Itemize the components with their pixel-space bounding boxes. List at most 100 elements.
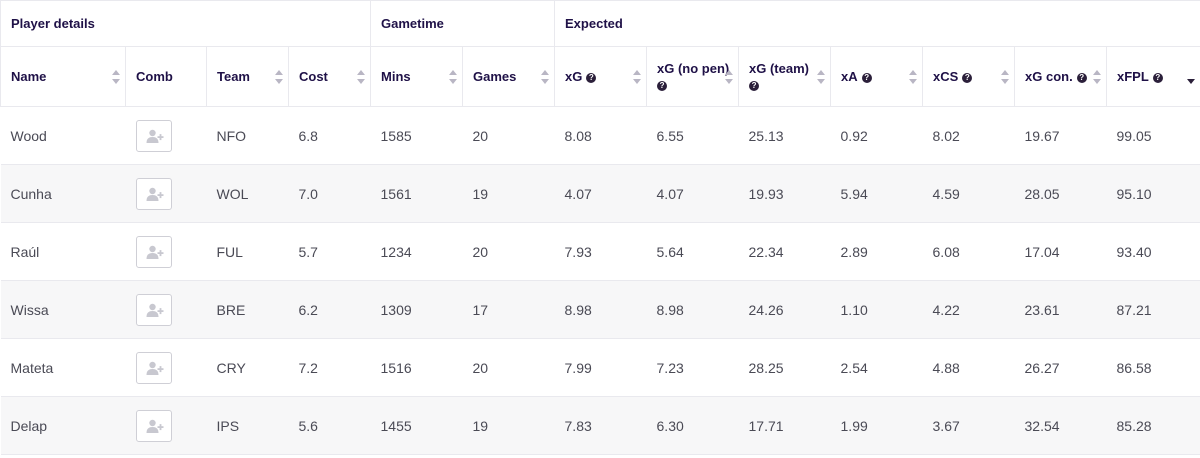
question-icon[interactable]: ? (586, 72, 597, 83)
xfpl: 86.58 (1106, 338, 1200, 397)
column-header-team[interactable]: Team (206, 46, 289, 107)
column-label: Mins (381, 69, 411, 84)
table-row[interactable]: Raúl FUL 5.7 1234 20 7.93 5.64 22.34 2.8… (0, 222, 1200, 281)
xa: 2.54 (830, 338, 923, 397)
xfpl: 85.28 (1106, 396, 1200, 455)
column-label: xA (841, 69, 858, 84)
column-header-xg-con[interactable]: xG con.? (1014, 46, 1108, 107)
player-name[interactable]: Wood (0, 106, 126, 165)
column-header-name[interactable]: Name (0, 46, 126, 107)
sort-icon[interactable] (909, 69, 918, 84)
column-label: Games (473, 69, 517, 84)
xg-no-pen: 5.64 (646, 222, 739, 281)
column-label: Cost (299, 69, 328, 84)
table-row[interactable]: Wissa BRE 6.2 1309 17 8.98 8.98 24.26 1.… (0, 280, 1200, 339)
column-header-xg[interactable]: xG? (554, 46, 648, 107)
sort-icon[interactable] (1187, 70, 1196, 84)
games: 20 (462, 222, 555, 281)
xg-con: 19.67 (1014, 106, 1107, 165)
sort-icon[interactable] (817, 69, 826, 84)
column-header-xg-no-pen[interactable]: xG (no pen)? (646, 46, 740, 107)
comb-cell (125, 396, 207, 455)
cost: 7.0 (288, 164, 371, 223)
table-row[interactable]: Cunha WOL 7.0 1561 19 4.07 4.07 19.93 5.… (0, 164, 1200, 223)
xg: 7.93 (554, 222, 647, 281)
column-label: xG (no pen) (657, 60, 730, 76)
sort-icon[interactable] (112, 69, 120, 84)
xg-con: 32.54 (1014, 396, 1107, 455)
sort-icon[interactable] (449, 69, 458, 84)
xfpl: 93.40 (1106, 222, 1200, 281)
comb-cell (125, 280, 207, 339)
mins: 1561 (370, 164, 463, 223)
add-user-icon (146, 129, 163, 143)
column-header-mins[interactable]: Mins (370, 46, 464, 107)
sort-icon[interactable] (725, 69, 734, 84)
xa: 1.10 (830, 280, 923, 339)
add-to-comb-button[interactable] (135, 235, 172, 268)
column-header-row: Name Comb Team Cost Mins Games xG? xG (n… (0, 46, 1200, 107)
team: IPS (206, 396, 289, 455)
column-header-xa[interactable]: xA? (830, 46, 924, 107)
add-to-comb-button[interactable] (135, 293, 172, 326)
xa: 2.89 (830, 222, 923, 281)
mins: 1585 (370, 106, 463, 165)
xg-team: 19.93 (738, 164, 831, 223)
xg-team: 24.26 (738, 280, 831, 339)
xfpl: 87.21 (1106, 280, 1200, 339)
player-name[interactable]: Wissa (0, 280, 126, 339)
games: 19 (462, 164, 555, 223)
xcs: 4.22 (922, 280, 1015, 339)
table-body: Wood NFO 6.8 1585 20 8.08 6.55 25.13 0.9… (0, 106, 1200, 455)
add-user-icon (146, 187, 163, 201)
sort-icon[interactable] (633, 69, 642, 84)
sort-icon[interactable] (1093, 69, 1102, 84)
cost: 5.6 (288, 396, 371, 455)
column-label: xG (team) (749, 60, 809, 76)
xcs: 4.59 (922, 164, 1015, 223)
add-to-comb-button[interactable] (135, 119, 172, 152)
table-row[interactable]: Wood NFO 6.8 1585 20 8.08 6.55 25.13 0.9… (0, 106, 1200, 165)
sort-icon[interactable] (275, 69, 283, 84)
question-icon[interactable]: ? (749, 81, 760, 92)
xcs: 4.88 (922, 338, 1015, 397)
column-header-xcs[interactable]: xCS? (922, 46, 1016, 107)
column-label: Comb (136, 69, 173, 84)
sort-icon[interactable] (541, 69, 550, 84)
column-header-xg-team[interactable]: xG (team)? (738, 46, 832, 107)
xg: 7.83 (554, 396, 647, 455)
add-to-comb-button[interactable] (135, 409, 172, 442)
player-name[interactable]: Delap (0, 396, 126, 455)
add-to-comb-button[interactable] (135, 351, 172, 384)
xa: 5.94 (830, 164, 923, 223)
mins: 1455 (370, 396, 463, 455)
table-row[interactable]: Delap IPS 5.6 1455 19 7.83 6.30 17.71 1.… (0, 396, 1200, 455)
team: WOL (206, 164, 289, 223)
player-name[interactable]: Cunha (0, 164, 126, 223)
question-icon[interactable]: ? (861, 72, 872, 83)
add-user-icon (146, 361, 163, 375)
table-row[interactable]: Mateta CRY 7.2 1516 20 7.99 7.23 28.25 2… (0, 338, 1200, 397)
sort-icon[interactable] (1001, 69, 1010, 84)
xa: 0.92 (830, 106, 923, 165)
question-icon[interactable]: ? (1076, 72, 1087, 83)
games: 20 (462, 106, 555, 165)
question-icon[interactable]: ? (1152, 72, 1163, 83)
question-icon[interactable]: ? (657, 81, 668, 92)
xcs: 8.02 (922, 106, 1015, 165)
cost: 5.7 (288, 222, 371, 281)
column-header-games[interactable]: Games (462, 46, 556, 107)
xg: 8.08 (554, 106, 647, 165)
sort-icon[interactable] (357, 69, 366, 84)
xcs: 6.08 (922, 222, 1015, 281)
player-name[interactable]: Raúl (0, 222, 126, 281)
player-name[interactable]: Mateta (0, 338, 126, 397)
xg-team: 25.13 (738, 106, 831, 165)
column-header-xfpl[interactable]: xFPL? (1106, 46, 1200, 107)
xa: 1.99 (830, 396, 923, 455)
column-label: xCS (933, 69, 959, 84)
group-header-player-details: Player details (0, 0, 372, 47)
add-to-comb-button[interactable] (135, 177, 172, 210)
column-header-cost[interactable]: Cost (287, 46, 372, 107)
question-icon[interactable]: ? (962, 72, 973, 83)
